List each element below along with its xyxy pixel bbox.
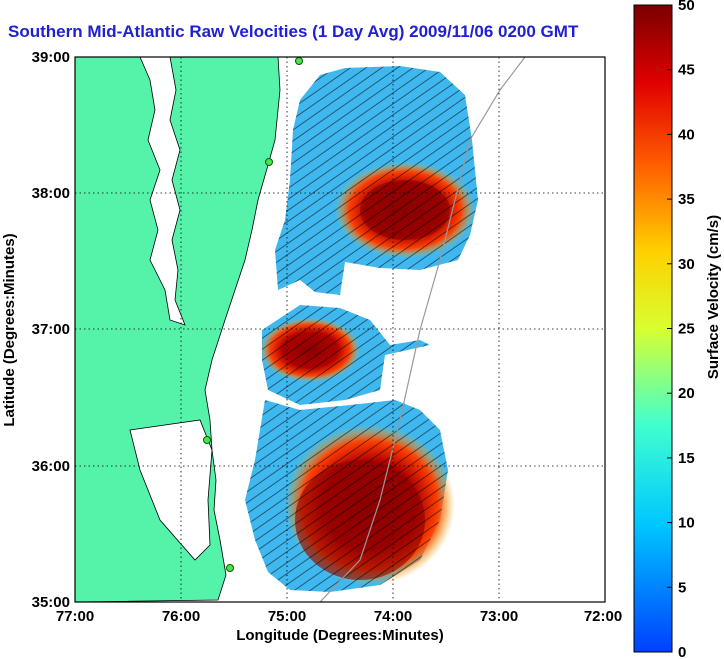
colorbar-tick-label: 0 — [678, 644, 686, 659]
lon-tick-labels: 77:00 76:00 75:00 74:00 73:00 72:00 — [56, 608, 622, 625]
lat-tick: 36:00 — [32, 458, 70, 475]
sound-water — [129, 419, 213, 561]
lat-tick: 38:00 — [32, 185, 70, 202]
lon-tick: 74:00 — [374, 608, 412, 625]
colorbar-tick-label: 30 — [678, 256, 695, 273]
lon-tick: 75:00 — [268, 608, 306, 625]
radar-station-markers — [203, 57, 303, 572]
colorbar-tick-label: 40 — [678, 126, 695, 143]
y-axis-label: Latitude (Degrees:Minutes) — [1, 233, 18, 426]
plot-frame — [74, 56, 606, 603]
colorbar-ticks: 0 5 10 15 20 25 30 35 40 45 50 — [667, 0, 695, 659]
grid-lines — [75, 57, 605, 602]
colorbar-tick-label: 45 — [678, 62, 695, 79]
chart-title: Southern Mid-Atlantic Raw Velocities (1 … — [8, 22, 579, 41]
lat-tick: 39:00 — [32, 49, 70, 66]
colorbar-tick-label: 50 — [678, 0, 695, 14]
colorbar-tick-label: 35 — [678, 191, 695, 208]
lat-tick: 37:00 — [32, 321, 70, 338]
colorbar-tick-label: 15 — [678, 450, 695, 467]
colorbar-tick-label: 20 — [678, 385, 695, 402]
bay-water — [139, 57, 186, 326]
colorbar-tick-label: 25 — [678, 321, 695, 338]
bathymetry-contour — [319, 57, 526, 602]
colorbar-tick-label: 10 — [678, 515, 695, 532]
colorbar-label: Surface Velocity (cm/s) — [705, 215, 722, 379]
lon-tick: 73:00 — [480, 608, 518, 625]
lat-tick-labels: 39:00 38:00 37:00 36:00 35:00 — [32, 49, 70, 611]
lon-tick: 76:00 — [162, 608, 200, 625]
colorbar-tick-label: 5 — [678, 579, 686, 596]
lat-tick: 35:00 — [32, 594, 70, 611]
colorbar — [633, 4, 673, 653]
lon-tick: 72:00 — [584, 608, 622, 625]
lon-tick: 77:00 — [56, 608, 94, 625]
x-axis-label: Longitude (Degrees:Minutes) — [236, 627, 444, 644]
